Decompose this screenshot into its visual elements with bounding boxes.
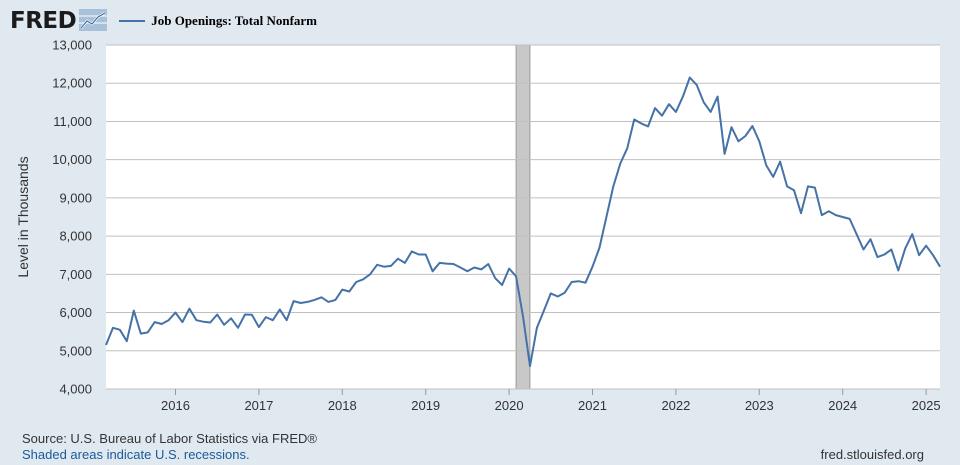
source-note: Source: U.S. Bureau of Labor Statistics … bbox=[22, 431, 317, 446]
x-tick-label: 2017 bbox=[244, 398, 273, 413]
y-axis-label: Level in Thousands bbox=[15, 156, 31, 277]
y-tick-label: 7,000 bbox=[59, 267, 92, 282]
legend: Job Openings: Total Nonfarm bbox=[119, 13, 317, 29]
y-tick-label: 13,000 bbox=[52, 38, 92, 53]
x-tick-label: 2024 bbox=[828, 398, 857, 413]
recession-note[interactable]: Shaded areas indicate U.S. recessions. bbox=[22, 447, 250, 462]
x-tick-label: 2025 bbox=[912, 398, 941, 413]
fred-graph-icon bbox=[79, 9, 108, 31]
legend-swatch bbox=[119, 20, 146, 22]
legend-label: Job Openings: Total Nonfarm bbox=[151, 13, 318, 28]
axis-layer: 4,000 5,000 6,000 7,000 8,000 9,000 10,000 11,0… bbox=[15, 38, 941, 414]
y-tick-label: 5,000 bbox=[59, 343, 92, 358]
x-tick-label: 2016 bbox=[161, 398, 190, 413]
site-link[interactable]: fred.stlouisfed.org bbox=[820, 447, 924, 462]
x-tick-label: 2023 bbox=[745, 398, 774, 413]
fred-logo[interactable]: FRED bbox=[10, 8, 77, 34]
grid-layer bbox=[106, 44, 940, 390]
y-tick-label: 4,000 bbox=[59, 382, 92, 397]
y-tick-label: 8,000 bbox=[59, 229, 92, 244]
header: FRED Job Openings: Total Nonfarm bbox=[10, 6, 317, 36]
y-tick-label: 11,000 bbox=[53, 114, 92, 129]
recession-band bbox=[515, 44, 531, 390]
series-layer bbox=[105, 76, 941, 368]
line-chart: 4,000 5,000 6,000 7,000 8,000 9,000 10,000 11,0… bbox=[15, 38, 941, 414]
x-tick-label: 2020 bbox=[495, 398, 524, 413]
x-tick-label: 2018 bbox=[328, 398, 357, 413]
footer-notes: Source: U.S. Bureau of Labor Statistics … bbox=[22, 431, 317, 463]
x-tick-label: 2022 bbox=[661, 398, 690, 413]
x-tick-label: 2021 bbox=[578, 398, 607, 413]
x-tick-label: 2019 bbox=[411, 398, 440, 413]
y-tick-label: 9,000 bbox=[59, 190, 92, 205]
series-line[interactable] bbox=[105, 76, 941, 368]
y-tick-label: 6,000 bbox=[59, 305, 92, 320]
y-tick-label: 12,000 bbox=[52, 76, 92, 91]
recession-layer bbox=[515, 44, 531, 390]
y-tick-label: 10,000 bbox=[52, 152, 92, 167]
